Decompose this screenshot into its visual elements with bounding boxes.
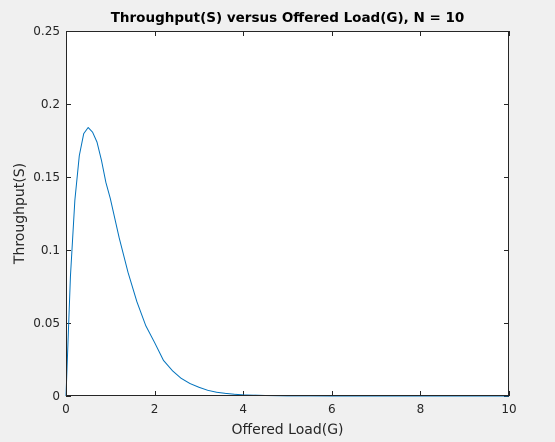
x-axis-label: Offered Load(G)	[231, 422, 343, 438]
y-tick-label: 0	[52, 389, 60, 403]
x-tick-label: 8	[417, 402, 425, 416]
plot-area	[66, 31, 509, 396]
y-tick-label: 0.1	[41, 243, 60, 257]
y-tick-label: 0.15	[33, 170, 60, 184]
x-tick-label: 2	[151, 402, 159, 416]
y-tick-label: 0.25	[33, 24, 60, 38]
x-tick-label: 0	[62, 402, 70, 416]
x-tick-label: 6	[328, 402, 336, 416]
axes-box	[66, 31, 509, 396]
x-tick-label: 10	[501, 402, 516, 416]
y-tick-label: 0.05	[33, 316, 60, 330]
y-axis-label: Throughput(S)	[12, 163, 28, 265]
y-tick-label: 0.2	[41, 97, 60, 111]
x-tick-label: 4	[239, 402, 247, 416]
chart-title: Throughput(S) versus Offered Load(G), N …	[111, 10, 465, 26]
